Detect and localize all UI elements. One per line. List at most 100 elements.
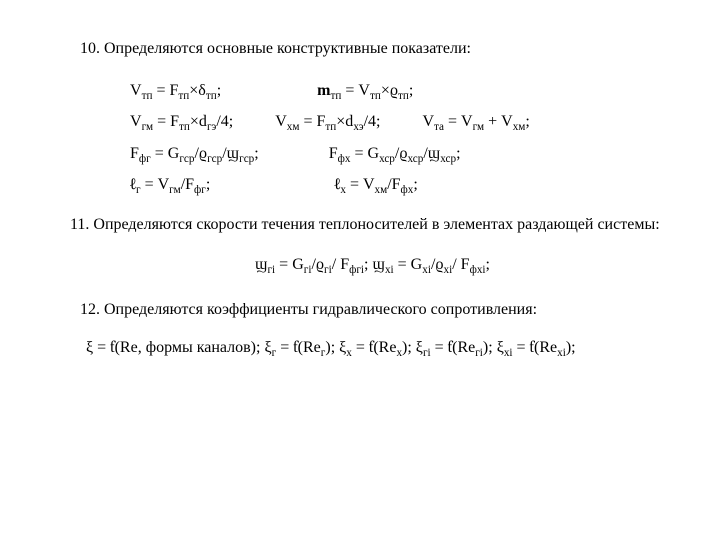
eq-sub: тп [325, 121, 336, 133]
eq-text: /ϱ [311, 256, 324, 273]
eq-text: ; [409, 82, 413, 99]
eq-text: ); ξ [402, 339, 423, 356]
eq-sub: тп [370, 90, 381, 102]
eq-text: = ƭ(Re [513, 339, 558, 356]
eq-text: ); [566, 339, 576, 356]
eq-text: = G [394, 256, 423, 273]
eq-text: ; [413, 176, 417, 193]
eq-sub: хм [375, 185, 388, 197]
eq-text: = G [151, 145, 180, 162]
eq-sub: гср [179, 153, 194, 165]
eq-text: ×d [190, 113, 207, 130]
eq-sub: хi [557, 347, 566, 359]
eq-text: /ϱ [395, 145, 408, 162]
eq-sub: хср [440, 153, 456, 165]
eq-text: /ϣ [423, 145, 440, 162]
section-10-equations: Vтп = Fтп×δтп; mтп = Vтп×ϱтп; Vгм = Fтп×… [130, 80, 665, 196]
eq-sub: гм [142, 121, 154, 133]
eq-sub: хм [287, 121, 300, 133]
eq-text: ϣ [373, 256, 385, 273]
eq-text: + V [484, 113, 513, 130]
eq-text: ; [364, 256, 372, 273]
eq-sub: хi [422, 264, 431, 276]
eq-text: / F [452, 256, 469, 273]
eq-text: ; [254, 145, 258, 162]
eq-text: /4; [216, 113, 233, 130]
eq-text: ×d [336, 113, 353, 130]
eq-text: m [317, 82, 330, 99]
eq-text: = V [346, 176, 375, 193]
eq-sub: тп [142, 90, 153, 102]
eq-sub: фхi [470, 264, 486, 276]
eq-text: ξ = ƭ(Re, формы каналов); ξ [86, 339, 272, 356]
eq-sub: хi [444, 264, 453, 276]
eq-sub: хэ [353, 121, 363, 133]
eq-text: = F [152, 82, 178, 99]
eq-text: ×ϱ [381, 82, 398, 99]
eq-sub: гi [324, 264, 332, 276]
eq-sub: фх [401, 185, 414, 197]
eq-text: ); ξ [483, 339, 504, 356]
eq-sub: фгi [349, 264, 364, 276]
eq-text: ); ξ [325, 339, 346, 356]
eq-sub: гм [473, 121, 485, 133]
eq-sub: хср [379, 153, 395, 165]
eq-text: /ϣ [222, 145, 239, 162]
eq-text: V [275, 113, 287, 130]
eq-sub: гэ [207, 121, 216, 133]
eq-line-4: ℓг = Vгм/Fфг; ℓх = Vхм/Fфх; [130, 174, 665, 196]
eq-sub: тп [206, 90, 217, 102]
eq-text: = V [341, 82, 370, 99]
eq-sub: гм [169, 185, 181, 197]
eq-sub: тп [178, 90, 189, 102]
eq-text: = V [141, 176, 170, 193]
eq-sub: фг [194, 185, 206, 197]
eq-text: V [422, 113, 434, 130]
eq-line-3: Fфг = Gгср/ϱгср/ϣгср; Fфх = Gхср/ϱхср/ϣх… [130, 143, 665, 165]
eq-sub: гср [207, 153, 222, 165]
eq-text: ; [525, 113, 529, 130]
eq-text: ; [206, 176, 210, 193]
section-10-heading: 10. Определяются основные конструктивные… [80, 38, 665, 60]
eq-text: V [130, 113, 142, 130]
eq-text: = F [299, 113, 325, 130]
eq-sub: та [434, 121, 444, 133]
eq-line-2: Vгм = Fтп×dгэ/4; Vхм = Fтп×dхэ/4; Vта = … [130, 111, 665, 133]
eq-sub: гi [475, 347, 483, 359]
section-12-equation: ξ = ƭ(Re, формы каналов); ξг = ƭ(Reг); ξ… [86, 337, 665, 359]
eq-text: ϣ [255, 256, 267, 273]
section-11-heading: 11. Определяются скорости течения теплон… [70, 214, 665, 236]
eq-sub: тп [331, 90, 342, 102]
eq-sub: тп [179, 121, 190, 133]
eq-text: = ƭ(Re [276, 339, 321, 356]
document-page: 10. Определяются основные конструктивные… [0, 0, 720, 388]
eq-sub: хi [504, 347, 513, 359]
eq-text: = G [350, 145, 379, 162]
eq-sub: хм [513, 121, 526, 133]
eq-text: = F [153, 113, 179, 130]
eq-text: ; [217, 82, 221, 99]
section-12-heading: 12. Определяются коэффициенты гидравличе… [80, 299, 665, 321]
eq-sub: фх [338, 153, 351, 165]
eq-text: / F [332, 256, 349, 273]
eq-sub: хср [408, 153, 424, 165]
eq-text: /4; [364, 113, 381, 130]
eq-text: ; [486, 256, 490, 273]
eq-line-1: Vтп = Fтп×δтп; mтп = Vтп×ϱтп; [130, 80, 665, 102]
eq-text: = ƭ(Re [431, 339, 476, 356]
eq-sub: хi [385, 264, 394, 276]
eq-text: F [329, 145, 338, 162]
eq-sub: гср [239, 153, 254, 165]
eq-text: /F [181, 176, 194, 193]
eq-text: = G [275, 256, 304, 273]
eq-text: ×δ [189, 82, 206, 99]
eq-text: = V [444, 113, 473, 130]
eq-text: /F [387, 176, 400, 193]
eq-text: ; [456, 145, 460, 162]
eq-text: F [130, 145, 139, 162]
eq-sub: гi [423, 347, 431, 359]
eq-text: = ƭ(Re [352, 339, 397, 356]
section-11-equation: ϣгi = Gгi/ϱгi/ Fфгi; ϣхi = Gхi/ϱхi/ Fфхi… [80, 254, 665, 276]
eq-sub: тп [398, 90, 409, 102]
eq-sub: фг [139, 153, 151, 165]
